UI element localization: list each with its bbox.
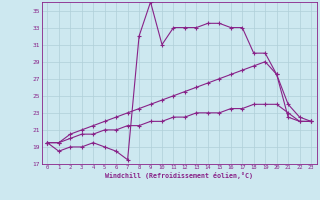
X-axis label: Windchill (Refroidissement éolien,°C): Windchill (Refroidissement éolien,°C) xyxy=(105,172,253,179)
